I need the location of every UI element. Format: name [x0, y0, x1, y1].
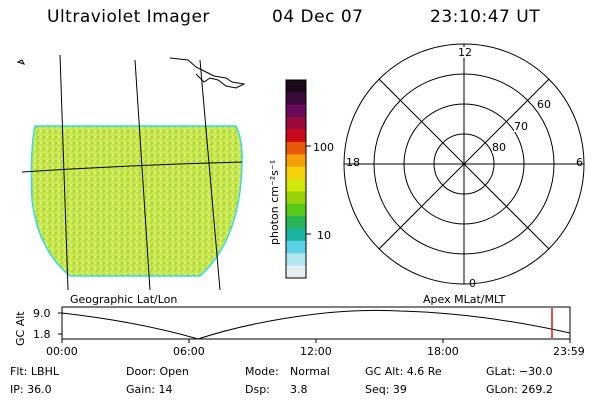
mlt-label-6: 6: [576, 156, 583, 169]
colorbar-segment: [286, 228, 306, 242]
lat-lon-grid: [21, 54, 243, 291]
colorbar-segment: [286, 117, 306, 131]
colorbar-segment: [286, 104, 306, 118]
timeline-ylabel: GC Alt: [14, 311, 27, 346]
mlt-label-18: 18: [346, 156, 360, 169]
status-mode-label: Mode:: [245, 365, 279, 378]
colorbar-segment: [286, 154, 306, 168]
lat-label-70: 70: [514, 120, 528, 133]
left-panel-caption: Geographic Lat/Lon: [70, 293, 178, 306]
status-dsp-label: Dsp:: [245, 383, 270, 396]
timeline-xtick-1200: 12:00: [300, 345, 332, 358]
time-label: 23:10:47 UT: [430, 7, 541, 27]
coastline-fragment: [16, 59, 25, 65]
colorbar-segment: [286, 191, 306, 205]
mlt-label-12: 12: [458, 46, 472, 59]
mlt-label-0: 0: [469, 277, 476, 290]
colorbar-segment: [286, 216, 306, 230]
status-flt: Flt: LBHL: [10, 365, 59, 378]
timeline-ytick-low: 1.8: [33, 328, 51, 341]
timeline-ytick-high: 9.0: [33, 307, 51, 320]
status-door: Door: Open: [126, 365, 189, 378]
colorbar-segment: [286, 92, 306, 106]
colorbar-segment: [286, 129, 306, 143]
timeline-xtick-1800: 18:00: [427, 345, 459, 358]
colorbar-segment: [286, 166, 306, 180]
status-gain: Gain: 14: [126, 383, 173, 396]
app-title: Ultraviolet Imager: [47, 7, 210, 27]
coastline: [169, 57, 246, 89]
status-dsp-value: 3.8: [290, 383, 308, 396]
colorbar-segment: [286, 253, 306, 267]
timeline-xtick-2359: 23:59: [553, 345, 585, 358]
status-ip: IP: 36.0: [10, 383, 52, 396]
lat-label-60: 60: [537, 98, 551, 111]
status-mode-value: Normal: [290, 365, 330, 378]
date-label: 04 Dec 07: [272, 7, 364, 27]
lat-label-80: 80: [492, 141, 506, 154]
colorbar-segment: [286, 179, 306, 192]
altitude-curve: [61, 309, 571, 340]
colorbar-segment: [286, 141, 306, 155]
status-seq: Seq: 39: [365, 383, 407, 396]
status-glat: GLat: −30.0: [486, 365, 553, 378]
timeline-xtick-0600: 06:00: [173, 345, 205, 358]
colorbar-tick-label-100: 100: [313, 141, 334, 154]
colorbar-segment: [286, 265, 306, 279]
colorbar-segment: [286, 240, 306, 254]
status-gc-alt: GC Alt: 4.6 Re: [365, 365, 442, 378]
colorbar-tick-label-10: 10: [317, 229, 331, 242]
colorbar-segment: [286, 80, 306, 93]
timeline-xtick-0000: 00:00: [46, 345, 78, 358]
colorbar-segment: [286, 203, 306, 217]
status-glon: GLon: 269.2: [486, 383, 553, 396]
polar-caption: Apex MLat/MLT: [423, 293, 506, 306]
